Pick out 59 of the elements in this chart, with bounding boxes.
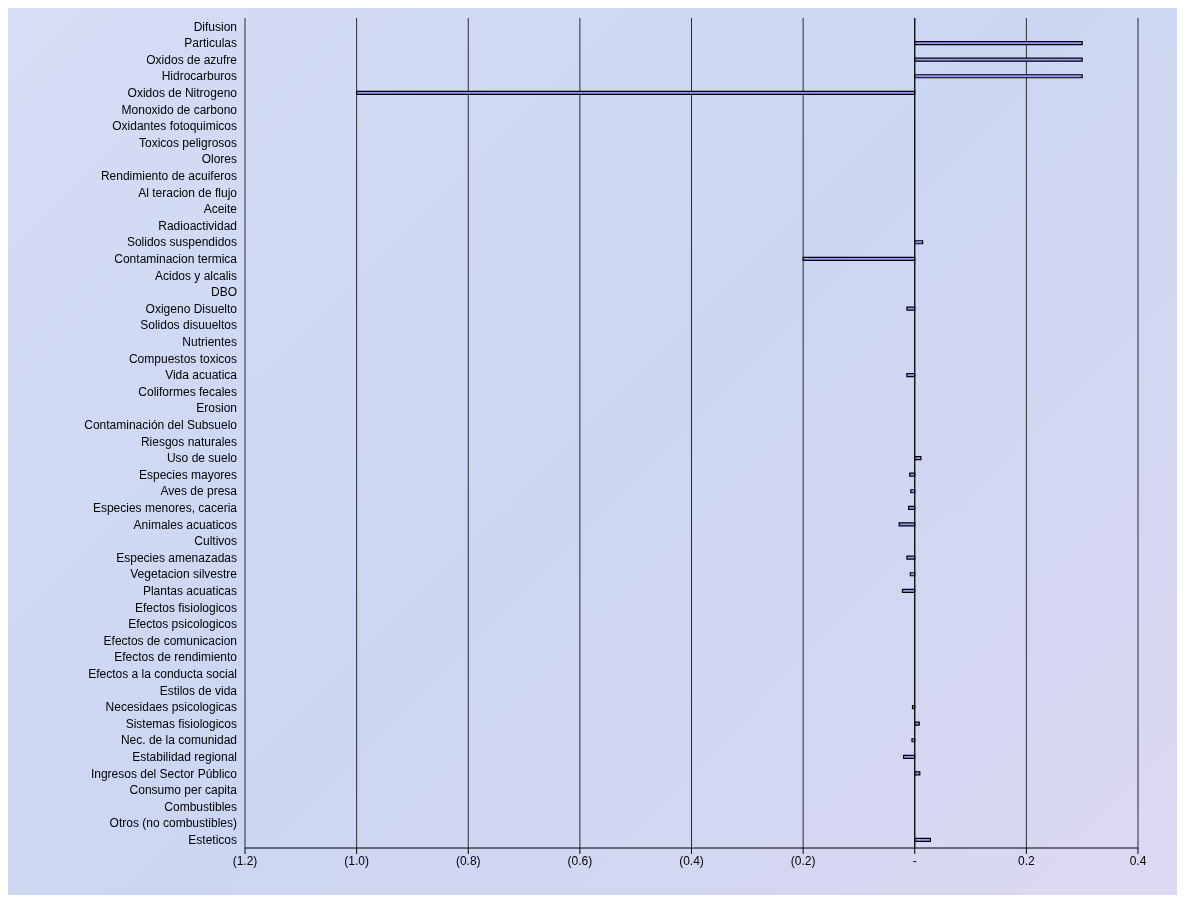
y-tick-label: Contaminacion termica (114, 251, 238, 266)
y-tick-label: Difusion (193, 19, 237, 34)
x-tick-label: (0.2) (790, 853, 816, 868)
y-tick-label: Contaminación del Subsuelo (84, 417, 238, 432)
y-tick-label: Oxigeno Disuelto (145, 301, 238, 316)
y-tick-label: Vegetacion silvestre (130, 567, 238, 582)
x-tick-label: (0.4) (679, 853, 704, 868)
y-tick-label: Oxidantes fotoquimicos (112, 119, 237, 134)
y-tick-label: Estabilidad regional (132, 749, 237, 764)
y-tick-label: Erosion (196, 401, 237, 416)
y-tick-label: Esteticos (188, 832, 237, 847)
y-tick-label: Efectos fisiologicos (134, 600, 237, 615)
y-tick-label: Nec. de la comunidad (120, 733, 237, 748)
y-tick-label: Combustibles (164, 799, 237, 814)
x-tick-label: (0.6) (567, 853, 593, 868)
y-tick-label: Efectos de comunicacion (103, 633, 237, 648)
y-tick-label: Coliformes fecales (138, 384, 237, 399)
y-tick-label: Cultivos (194, 534, 237, 549)
y-tick-label: Especies mayores (138, 467, 237, 482)
y-tick-label: Particulas (184, 36, 237, 51)
y-tick-label: Sistemas fisiologicos (125, 716, 237, 731)
y-tick-label: Especies menores, caceria (92, 500, 238, 515)
y-tick-label: Necesidaes psicologicas (105, 700, 237, 715)
y-tick-label: Efectos a la conducta social (88, 666, 237, 681)
y-tick-label: Riesgos naturales (140, 434, 237, 449)
y-tick-label: Toxicos peligrosos (138, 135, 237, 150)
y-tick-label: Efectos de rendimiento (114, 650, 238, 665)
y-tick-label: Estilos de vida (159, 683, 238, 698)
y-tick-label: Animales acuaticos (133, 517, 237, 532)
y-tick-label: Plantas acuaticas (142, 583, 237, 598)
y-tick-label: Solidos suspendidos (126, 235, 237, 250)
x-tick-label: (1.2) (232, 853, 258, 868)
y-tick-label: Radioactividad (158, 218, 237, 233)
y-tick-label: Especies amenazadas (116, 550, 237, 565)
y-tick-label: Olores (201, 152, 237, 167)
y-tick-label: Uso de suelo (166, 451, 238, 466)
y-tick-label: Oxidos de azufre (146, 52, 238, 67)
y-tick-label: Acidos y alcalis (154, 268, 237, 283)
y-tick-label: Rendimiento de acuiferos (100, 168, 237, 183)
y-tick-label: Vida acuatica (165, 368, 238, 383)
y-tick-label: Otros (no combustibles) (109, 816, 237, 831)
x-tick-label: (1.0) (344, 853, 369, 868)
x-tick-label: 0.2 (1018, 853, 1036, 868)
y-tick-label: Ingresos del Sector Público (90, 766, 238, 781)
y-tick-label: Hidrocarburos (161, 69, 237, 84)
x-tick-label: - (912, 853, 917, 868)
y-tick-label: Monoxido de carbono (121, 102, 238, 117)
y-tick-label: Aceite (203, 202, 238, 217)
y-tick-label: Consumo per capita (129, 783, 238, 798)
y-tick-label: Compuestos toxicos (128, 351, 237, 366)
x-tick-label: 0.4 (1129, 853, 1147, 868)
y-tick-label: Solidos disuueltos (140, 318, 237, 333)
y-tick-label: Efectos psicologicos (128, 617, 237, 632)
y-tick-label: Aves de presa (160, 484, 238, 499)
y-tick-label: Nutrientes (182, 334, 237, 349)
y-tick-label: Al teracion de flujo (138, 185, 238, 200)
x-tick-label: (0.8) (455, 853, 481, 868)
y-tick-label: DBO (210, 285, 237, 300)
y-tick-label: Oxidos de Nitrogeno (127, 85, 238, 100)
